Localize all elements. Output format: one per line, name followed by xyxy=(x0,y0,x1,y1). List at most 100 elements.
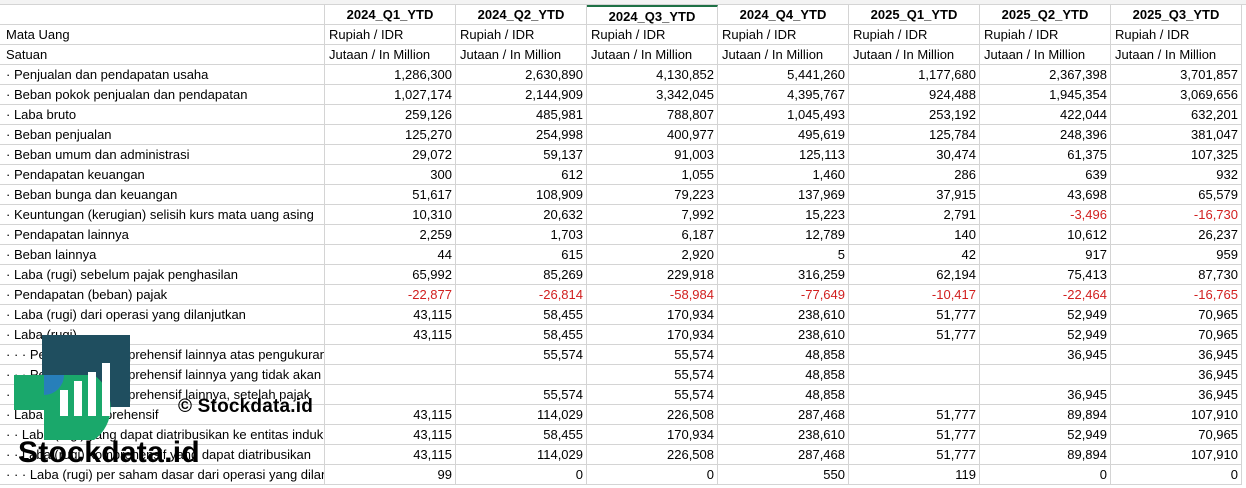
value-cell[interactable]: 43,115 xyxy=(325,445,456,465)
row-label[interactable]: · Pendapatan (beban) pajak xyxy=(0,285,325,305)
value-cell[interactable]: 59,137 xyxy=(456,145,587,165)
value-cell[interactable]: 170,934 xyxy=(587,305,718,325)
value-cell[interactable] xyxy=(325,365,456,385)
value-cell[interactable]: 7,992 xyxy=(587,205,718,225)
unit-label[interactable]: Satuan xyxy=(0,45,325,65)
value-cell[interactable]: 5,441,260 xyxy=(718,65,849,85)
value-cell[interactable]: 61,375 xyxy=(980,145,1111,165)
value-cell[interactable]: 51,777 xyxy=(849,305,980,325)
currency-cell[interactable]: Rupiah / IDR xyxy=(1111,25,1242,45)
value-cell[interactable]: 58,455 xyxy=(456,425,587,445)
value-cell[interactable]: 30,474 xyxy=(849,145,980,165)
row-label[interactable]: · Keuntungan (kerugian) selisih kurs mat… xyxy=(0,205,325,225)
row-label[interactable]: · Beban penjualan xyxy=(0,125,325,145)
value-cell[interactable]: 170,934 xyxy=(587,425,718,445)
value-cell[interactable]: 89,894 xyxy=(980,445,1111,465)
value-cell[interactable]: 300 xyxy=(325,165,456,185)
value-cell[interactable]: 42 xyxy=(849,245,980,265)
value-cell[interactable]: 43,115 xyxy=(325,305,456,325)
unit-cell[interactable]: Jutaan / In Million xyxy=(1111,45,1242,65)
column-header-1[interactable]: 2024_Q2_YTD xyxy=(456,5,587,25)
value-cell[interactable] xyxy=(849,345,980,365)
row-label[interactable]: · · Laba (rugi) komprehensif yang dapat … xyxy=(0,445,325,465)
value-cell[interactable]: 51,617 xyxy=(325,185,456,205)
value-cell[interactable]: -3,496 xyxy=(980,205,1111,225)
value-cell[interactable]: 170,934 xyxy=(587,325,718,345)
value-cell[interactable]: 917 xyxy=(980,245,1111,265)
value-cell[interactable]: 287,468 xyxy=(718,445,849,465)
value-cell[interactable]: 924,488 xyxy=(849,85,980,105)
value-cell[interactable]: 91,003 xyxy=(587,145,718,165)
value-cell[interactable] xyxy=(456,365,587,385)
value-cell[interactable]: 0 xyxy=(1111,465,1242,485)
value-cell[interactable]: 1,945,354 xyxy=(980,85,1111,105)
value-cell[interactable]: 15,223 xyxy=(718,205,849,225)
value-cell[interactable]: 229,918 xyxy=(587,265,718,285)
value-cell[interactable]: 55,574 xyxy=(456,385,587,405)
value-cell[interactable]: 36,945 xyxy=(980,385,1111,405)
value-cell[interactable]: 26,237 xyxy=(1111,225,1242,245)
value-cell[interactable]: 36,945 xyxy=(1111,345,1242,365)
value-cell[interactable]: 55,574 xyxy=(587,345,718,365)
row-label[interactable]: · Beban lainnya xyxy=(0,245,325,265)
value-cell[interactable]: 37,915 xyxy=(849,185,980,205)
value-cell[interactable]: 65,579 xyxy=(1111,185,1242,205)
value-cell[interactable]: 48,858 xyxy=(718,385,849,405)
value-cell[interactable]: 70,965 xyxy=(1111,425,1242,445)
value-cell[interactable]: 632,201 xyxy=(1111,105,1242,125)
value-cell[interactable]: 6,187 xyxy=(587,225,718,245)
row-label[interactable]: · Pendapatan keuangan xyxy=(0,165,325,185)
value-cell[interactable]: 3,342,045 xyxy=(587,85,718,105)
value-cell[interactable]: 788,807 xyxy=(587,105,718,125)
value-cell[interactable]: 20,632 xyxy=(456,205,587,225)
value-cell[interactable]: 48,858 xyxy=(718,365,849,385)
row-label[interactable]: · Beban bunga dan keuangan xyxy=(0,185,325,205)
value-cell[interactable]: 639 xyxy=(980,165,1111,185)
value-cell[interactable]: 125,113 xyxy=(718,145,849,165)
value-cell[interactable]: 4,395,767 xyxy=(718,85,849,105)
value-cell[interactable] xyxy=(325,345,456,365)
value-cell[interactable]: 2,920 xyxy=(587,245,718,265)
currency-cell[interactable]: Rupiah / IDR xyxy=(849,25,980,45)
currency-cell[interactable]: Rupiah / IDR xyxy=(718,25,849,45)
value-cell[interactable]: 1,703 xyxy=(456,225,587,245)
value-cell[interactable]: 0 xyxy=(587,465,718,485)
value-cell[interactable]: 400,977 xyxy=(587,125,718,145)
value-cell[interactable]: 89,894 xyxy=(980,405,1111,425)
value-cell[interactable]: 55,574 xyxy=(587,365,718,385)
row-label[interactable]: · Laba (rugi) sebelum pajak penghasilan xyxy=(0,265,325,285)
unit-cell[interactable]: Jutaan / In Million xyxy=(456,45,587,65)
value-cell[interactable]: 286 xyxy=(849,165,980,185)
value-cell[interactable]: 238,610 xyxy=(718,325,849,345)
value-cell[interactable]: 79,223 xyxy=(587,185,718,205)
value-cell[interactable]: 51,777 xyxy=(849,425,980,445)
value-cell[interactable]: 55,574 xyxy=(587,385,718,405)
unit-cell[interactable]: Jutaan / In Million xyxy=(718,45,849,65)
value-cell[interactable]: -77,649 xyxy=(718,285,849,305)
value-cell[interactable]: 3,701,857 xyxy=(1111,65,1242,85)
column-header-4[interactable]: 2025_Q1_YTD xyxy=(849,5,980,25)
value-cell[interactable]: 51,777 xyxy=(849,325,980,345)
value-cell[interactable]: 248,396 xyxy=(980,125,1111,145)
row-label[interactable]: · Beban umum dan administrasi xyxy=(0,145,325,165)
value-cell[interactable]: 137,969 xyxy=(718,185,849,205)
value-cell[interactable]: 287,468 xyxy=(718,405,849,425)
value-cell[interactable]: 107,325 xyxy=(1111,145,1242,165)
value-cell[interactable]: 140 xyxy=(849,225,980,245)
value-cell[interactable]: -58,984 xyxy=(587,285,718,305)
value-cell[interactable]: 1,045,493 xyxy=(718,105,849,125)
value-cell[interactable]: 114,029 xyxy=(456,445,587,465)
value-cell[interactable]: 107,910 xyxy=(1111,445,1242,465)
value-cell[interactable] xyxy=(325,385,456,405)
row-label[interactable]: · Laba (rugi) dari operasi yang dilanjut… xyxy=(0,305,325,325)
value-cell[interactable]: 87,730 xyxy=(1111,265,1242,285)
value-cell[interactable]: 495,619 xyxy=(718,125,849,145)
value-cell[interactable]: 422,044 xyxy=(980,105,1111,125)
row-label[interactable]: · Laba bruto xyxy=(0,105,325,125)
column-header-5[interactable]: 2025_Q2_YTD xyxy=(980,5,1111,25)
row-label[interactable]: · Pendapatan lainnya xyxy=(0,225,325,245)
value-cell[interactable]: 29,072 xyxy=(325,145,456,165)
value-cell[interactable]: 932 xyxy=(1111,165,1242,185)
unit-cell[interactable]: Jutaan / In Million xyxy=(849,45,980,65)
currency-cell[interactable]: Rupiah / IDR xyxy=(456,25,587,45)
